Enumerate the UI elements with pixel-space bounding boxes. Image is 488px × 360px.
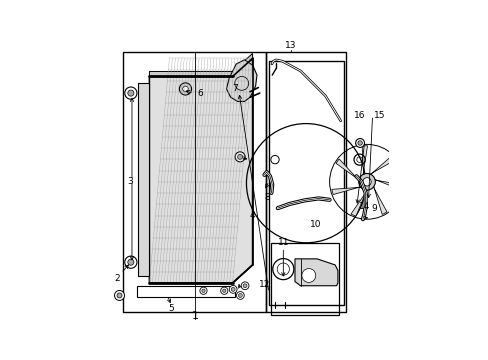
Circle shape xyxy=(236,292,244,299)
Circle shape xyxy=(355,139,364,148)
Text: 2: 2 xyxy=(114,274,120,283)
Circle shape xyxy=(241,282,248,290)
Circle shape xyxy=(220,287,227,294)
Text: 9: 9 xyxy=(370,204,376,213)
Polygon shape xyxy=(368,156,395,175)
Text: 4: 4 xyxy=(249,211,255,220)
Circle shape xyxy=(243,284,246,288)
Circle shape xyxy=(117,293,122,298)
Circle shape xyxy=(222,289,225,292)
Polygon shape xyxy=(149,58,252,283)
Polygon shape xyxy=(138,84,149,276)
Text: 15: 15 xyxy=(373,111,385,120)
Circle shape xyxy=(301,269,315,283)
Bar xyxy=(123,51,265,312)
Polygon shape xyxy=(362,146,367,176)
Polygon shape xyxy=(335,159,360,182)
Circle shape xyxy=(124,256,137,268)
Polygon shape xyxy=(226,60,257,102)
Bar xyxy=(271,243,339,315)
Text: 13: 13 xyxy=(285,41,296,50)
Circle shape xyxy=(127,90,134,96)
Text: 11: 11 xyxy=(277,238,288,247)
Circle shape xyxy=(183,86,188,92)
Polygon shape xyxy=(372,179,402,190)
Text: 12: 12 xyxy=(259,280,270,289)
Text: 10: 10 xyxy=(309,220,321,229)
Circle shape xyxy=(238,293,242,297)
Circle shape xyxy=(357,141,362,145)
Circle shape xyxy=(237,154,242,159)
Circle shape xyxy=(229,285,237,293)
Text: 8: 8 xyxy=(264,193,269,202)
Circle shape xyxy=(362,177,370,186)
Text: 16: 16 xyxy=(354,111,365,120)
Circle shape xyxy=(200,287,207,294)
Circle shape xyxy=(231,287,235,291)
Circle shape xyxy=(235,152,244,162)
Bar xyxy=(269,61,344,305)
Text: 14: 14 xyxy=(359,202,370,211)
Circle shape xyxy=(202,289,205,292)
Text: 5: 5 xyxy=(168,304,174,313)
Circle shape xyxy=(179,83,191,95)
Circle shape xyxy=(124,87,137,99)
Polygon shape xyxy=(294,259,337,286)
Polygon shape xyxy=(331,186,362,194)
Polygon shape xyxy=(372,185,386,215)
Circle shape xyxy=(114,291,124,301)
Text: 3: 3 xyxy=(126,177,132,186)
Bar xyxy=(265,51,346,312)
Polygon shape xyxy=(137,286,235,297)
Text: 6: 6 xyxy=(197,89,203,98)
Text: 7: 7 xyxy=(232,85,238,94)
Circle shape xyxy=(358,174,375,190)
Circle shape xyxy=(127,259,134,265)
Polygon shape xyxy=(350,189,368,216)
Polygon shape xyxy=(149,53,252,76)
Text: 1: 1 xyxy=(191,311,198,321)
